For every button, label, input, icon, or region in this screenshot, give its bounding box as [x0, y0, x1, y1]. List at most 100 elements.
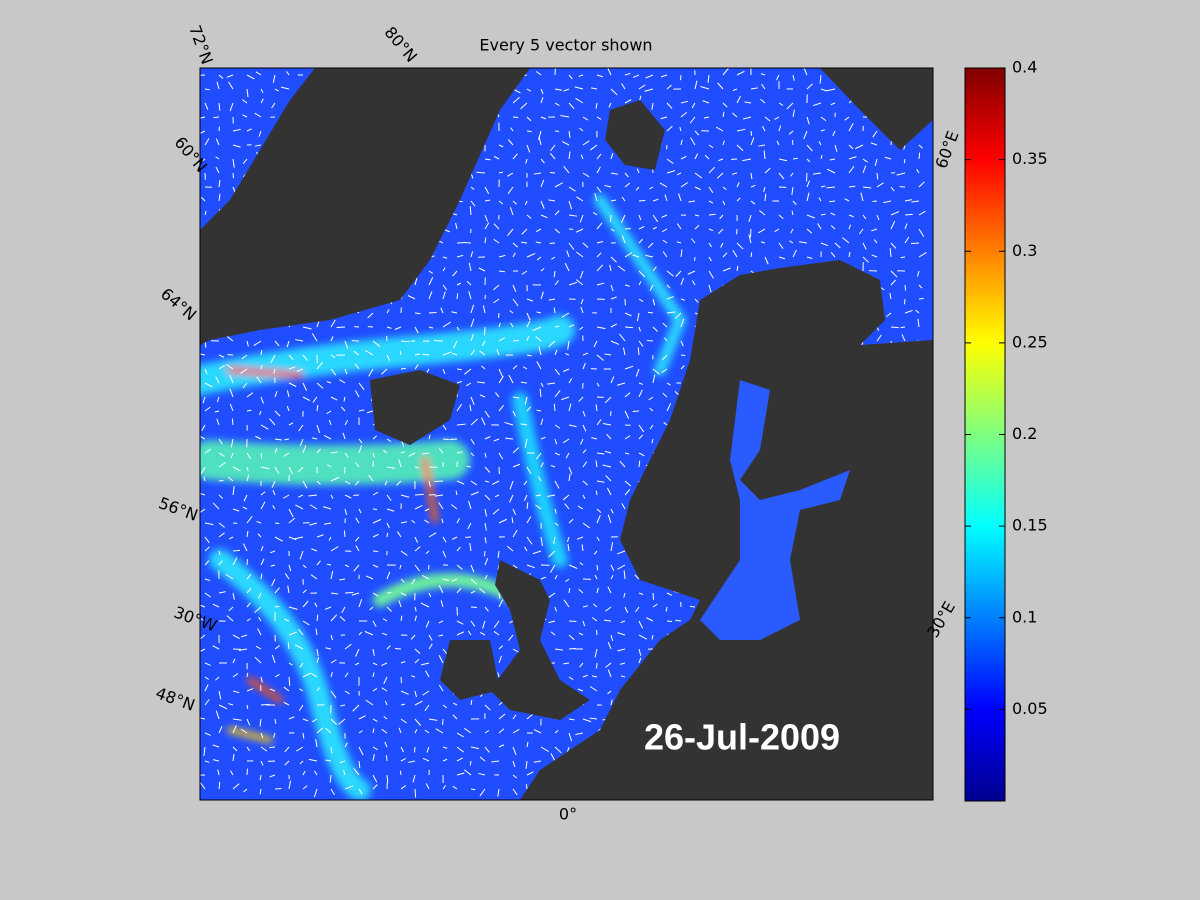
vector	[708, 228, 714, 232]
vector	[918, 251, 927, 258]
vector	[204, 138, 210, 146]
vector	[493, 631, 500, 636]
vector	[550, 171, 556, 174]
vector	[742, 158, 752, 162]
vector	[596, 564, 599, 571]
vector	[386, 508, 395, 512]
vector	[582, 242, 589, 249]
vector	[226, 335, 234, 342]
vector	[440, 307, 444, 314]
vector	[315, 739, 318, 748]
vector	[288, 366, 296, 370]
vector	[355, 545, 360, 552]
vector	[396, 480, 402, 486]
vector	[284, 746, 290, 753]
vector	[675, 270, 682, 277]
vector	[355, 662, 360, 666]
vector	[690, 137, 696, 146]
vector	[400, 690, 409, 695]
vector	[568, 378, 573, 384]
vector	[400, 578, 405, 583]
vector	[456, 757, 463, 762]
vector	[327, 464, 332, 468]
vector	[554, 325, 560, 328]
vector	[806, 214, 816, 219]
vector	[834, 144, 838, 152]
vector	[512, 396, 520, 399]
vector	[232, 592, 235, 600]
vector	[358, 746, 364, 756]
vector	[578, 632, 584, 636]
vector	[372, 753, 375, 762]
vector	[330, 368, 337, 376]
vector	[246, 466, 249, 472]
vector	[232, 486, 235, 496]
vector	[874, 158, 878, 167]
vector	[498, 404, 505, 412]
vector	[260, 545, 264, 552]
vector	[521, 228, 528, 235]
vector	[215, 166, 220, 174]
vector	[540, 462, 544, 468]
vector	[848, 122, 854, 132]
vector	[414, 606, 417, 612]
vector	[259, 718, 262, 727]
vector	[607, 68, 612, 76]
vector	[400, 367, 406, 370]
vector	[256, 376, 262, 384]
vector	[554, 508, 557, 514]
vector	[790, 228, 794, 234]
vector	[400, 592, 407, 596]
vector	[792, 74, 795, 81]
vector	[504, 421, 514, 426]
vector	[411, 519, 416, 524]
vector	[675, 619, 682, 622]
vector	[652, 266, 657, 272]
vector	[632, 254, 640, 258]
vector	[246, 409, 252, 412]
vector	[624, 392, 631, 398]
vector	[386, 438, 392, 442]
vector	[498, 144, 504, 148]
vector	[260, 349, 263, 356]
vector	[565, 353, 570, 356]
vector	[568, 281, 578, 286]
vector	[582, 140, 590, 146]
vector	[748, 214, 752, 223]
vector	[463, 727, 472, 734]
vector	[283, 494, 290, 499]
vector	[424, 519, 430, 524]
vector	[328, 419, 332, 426]
colorbar-tick-label: 0.15	[1012, 516, 1048, 535]
vector	[442, 368, 446, 375]
current-streaks	[200, 194, 687, 800]
vector	[453, 340, 458, 349]
vector	[550, 753, 556, 762]
vector	[554, 228, 561, 234]
vector	[255, 645, 262, 650]
vector	[638, 634, 648, 640]
colorbar-tick-label: 0.35	[1012, 149, 1048, 168]
vector	[312, 396, 318, 403]
vector	[575, 97, 584, 104]
vector	[232, 508, 240, 512]
vector	[493, 284, 500, 291]
vector	[410, 675, 416, 678]
iceland	[370, 370, 460, 445]
vector	[365, 575, 374, 580]
vector	[484, 452, 487, 458]
vector	[582, 424, 587, 432]
vector	[621, 83, 626, 90]
vector	[792, 200, 797, 205]
vector	[563, 662, 570, 665]
vector	[442, 536, 447, 543]
vector	[554, 648, 564, 651]
vector	[341, 606, 346, 613]
vector	[232, 658, 236, 664]
vector	[666, 170, 676, 174]
vector	[886, 312, 892, 317]
vector	[200, 492, 206, 496]
vector	[562, 438, 570, 444]
vector	[288, 382, 297, 387]
vector	[470, 251, 474, 258]
